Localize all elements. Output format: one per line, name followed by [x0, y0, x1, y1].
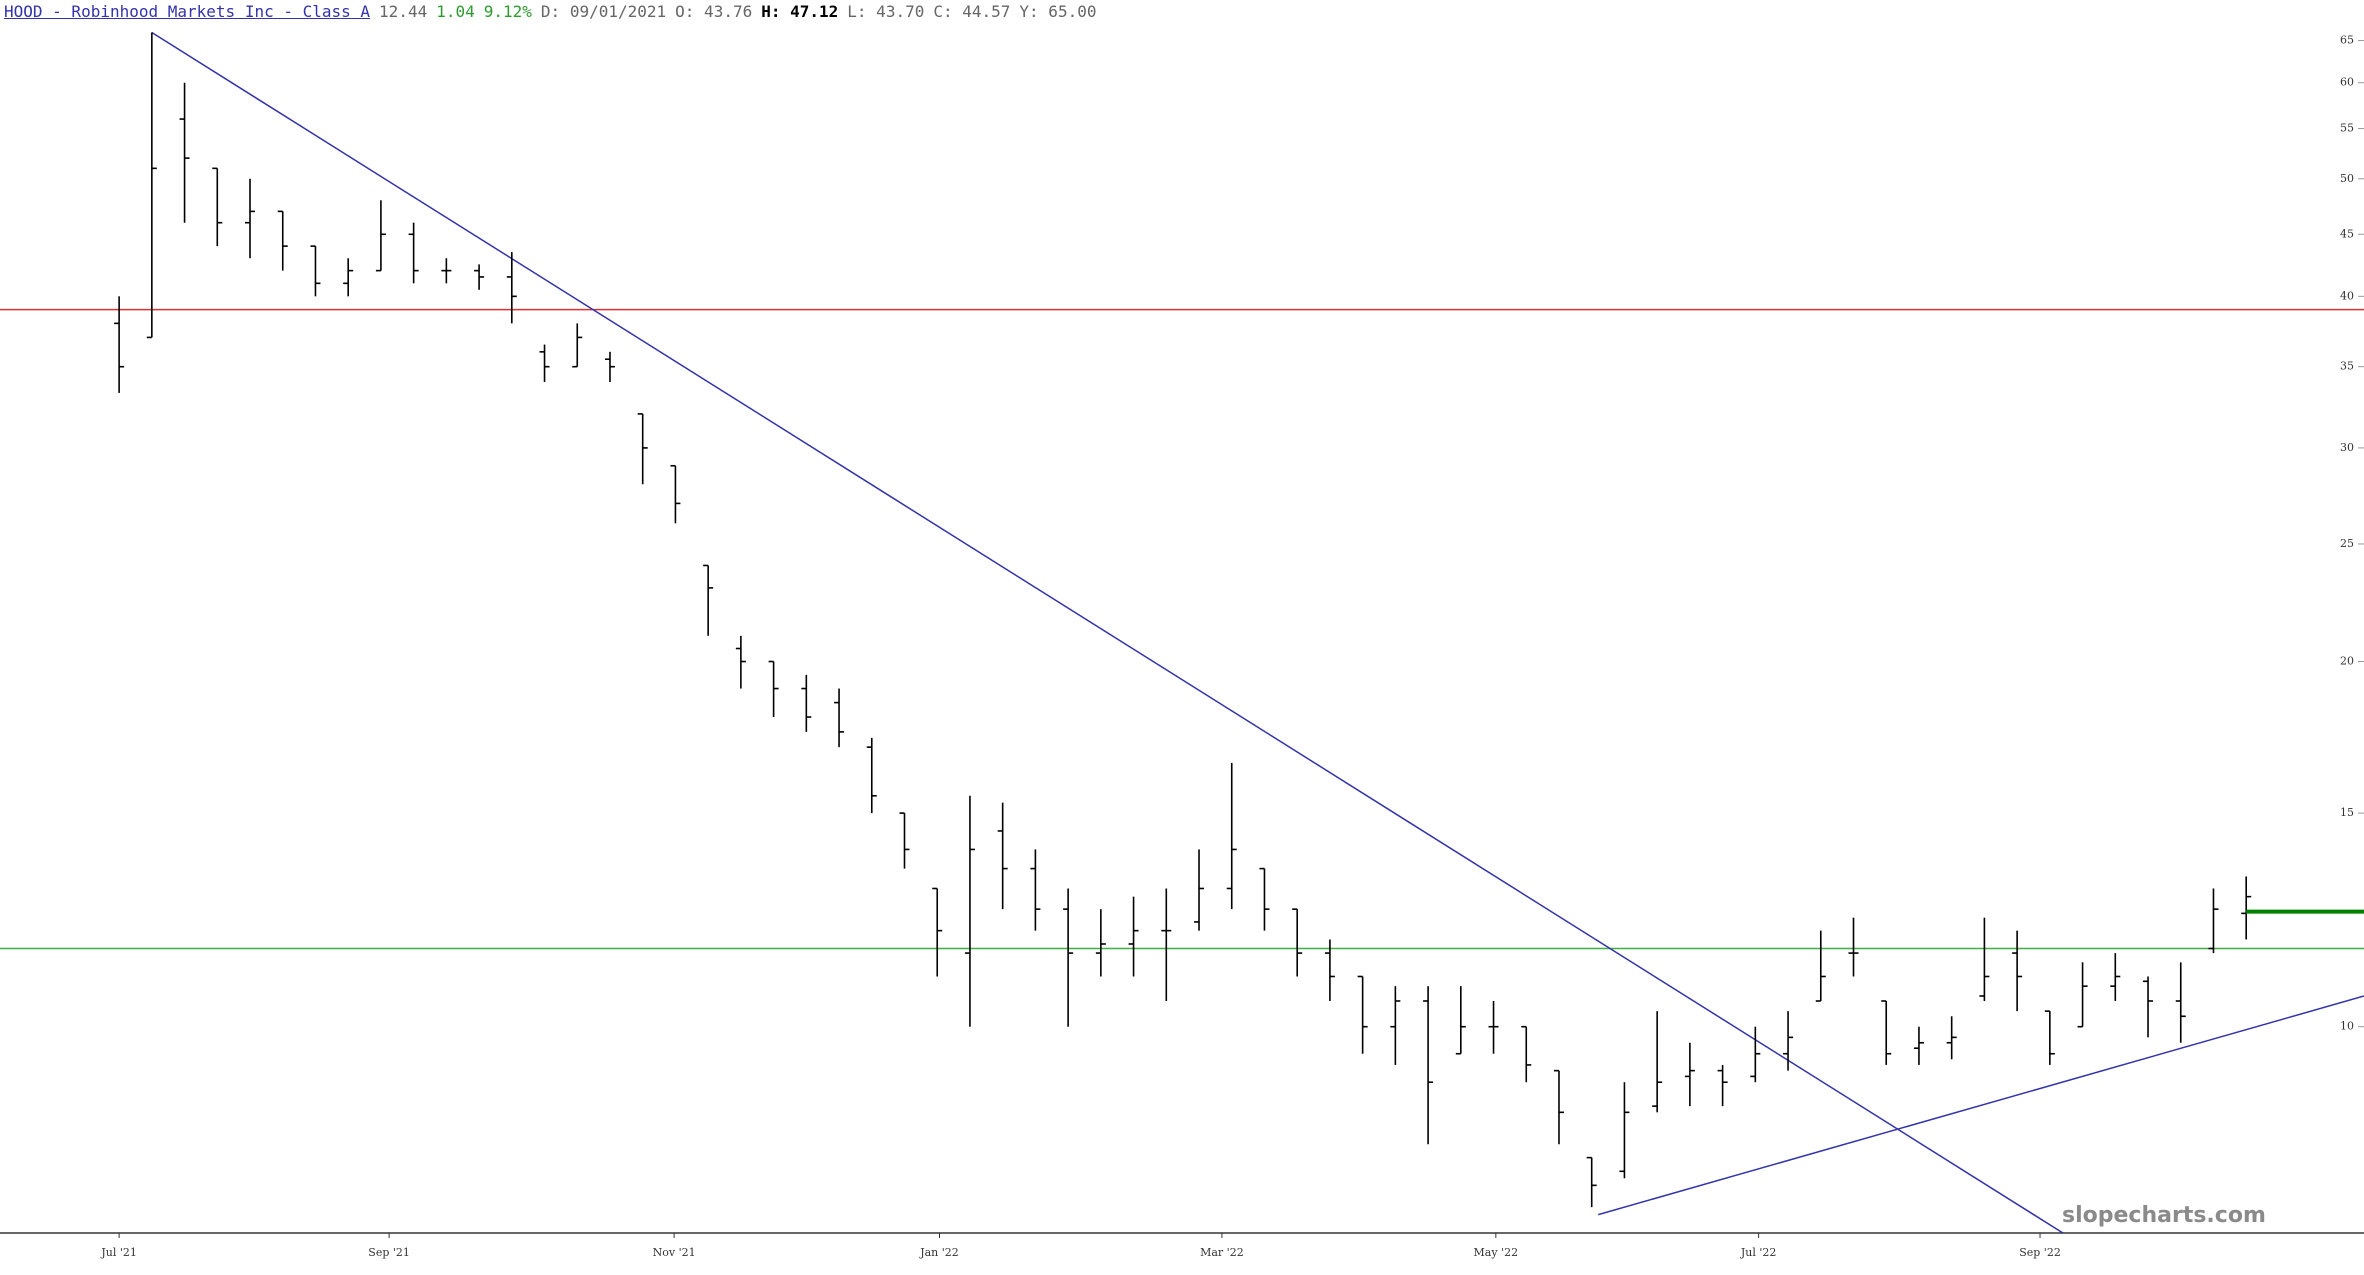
y-tick-label: 50: [2340, 172, 2354, 185]
y-tick-label: 40: [2340, 289, 2354, 302]
close: C: 44.57: [933, 2, 1011, 21]
change: 1.04: [436, 2, 475, 21]
x-tick-label: Nov '21: [653, 1246, 696, 1259]
x-tick-label: Sep '21: [368, 1246, 410, 1259]
symbol[interactable]: HOOD - Robinhood Markets Inc - Class A: [4, 2, 371, 21]
trend-line: [1598, 995, 2364, 1216]
x-tick-label: Sep '22: [2019, 1246, 2061, 1259]
x-tick-label: Mar '22: [1200, 1246, 1244, 1259]
y-tick-label: 20: [2340, 655, 2354, 668]
y-tick-label: 55: [2340, 122, 2354, 135]
header: HOOD - Robinhood Markets Inc - Class A 12…: [4, 2, 1105, 21]
y-tick-label: 45: [2340, 227, 2354, 240]
y-tick-label: 15: [2340, 806, 2354, 819]
y-tick-label: 10: [2340, 1020, 2354, 1033]
x-tick-label: Jul '22: [1740, 1246, 1777, 1259]
y-value: Y: 65.00: [1019, 2, 1097, 21]
x-tick-label: Jul '21: [100, 1246, 137, 1259]
open: O: 43.76: [675, 2, 753, 21]
date: D: 09/01/2021: [540, 2, 667, 21]
y-tick-label: 25: [2340, 537, 2354, 550]
low: L: 43.70: [847, 2, 925, 21]
change-pct: 9.12%: [483, 2, 532, 21]
y-tick-label: 35: [2340, 360, 2354, 373]
watermark: slopecharts.com: [2062, 1203, 2266, 1228]
y-tick-label: 65: [2340, 34, 2354, 47]
y-tick-label: 60: [2340, 76, 2354, 89]
y-tick-label: 30: [2340, 441, 2354, 454]
x-tick-label: May '22: [1474, 1246, 1519, 1259]
high: H: 47.12: [761, 2, 839, 21]
x-tick-label: Jan '22: [919, 1246, 959, 1259]
trend-line: [151, 31, 2064, 1234]
last-price: 12.44: [379, 2, 428, 21]
